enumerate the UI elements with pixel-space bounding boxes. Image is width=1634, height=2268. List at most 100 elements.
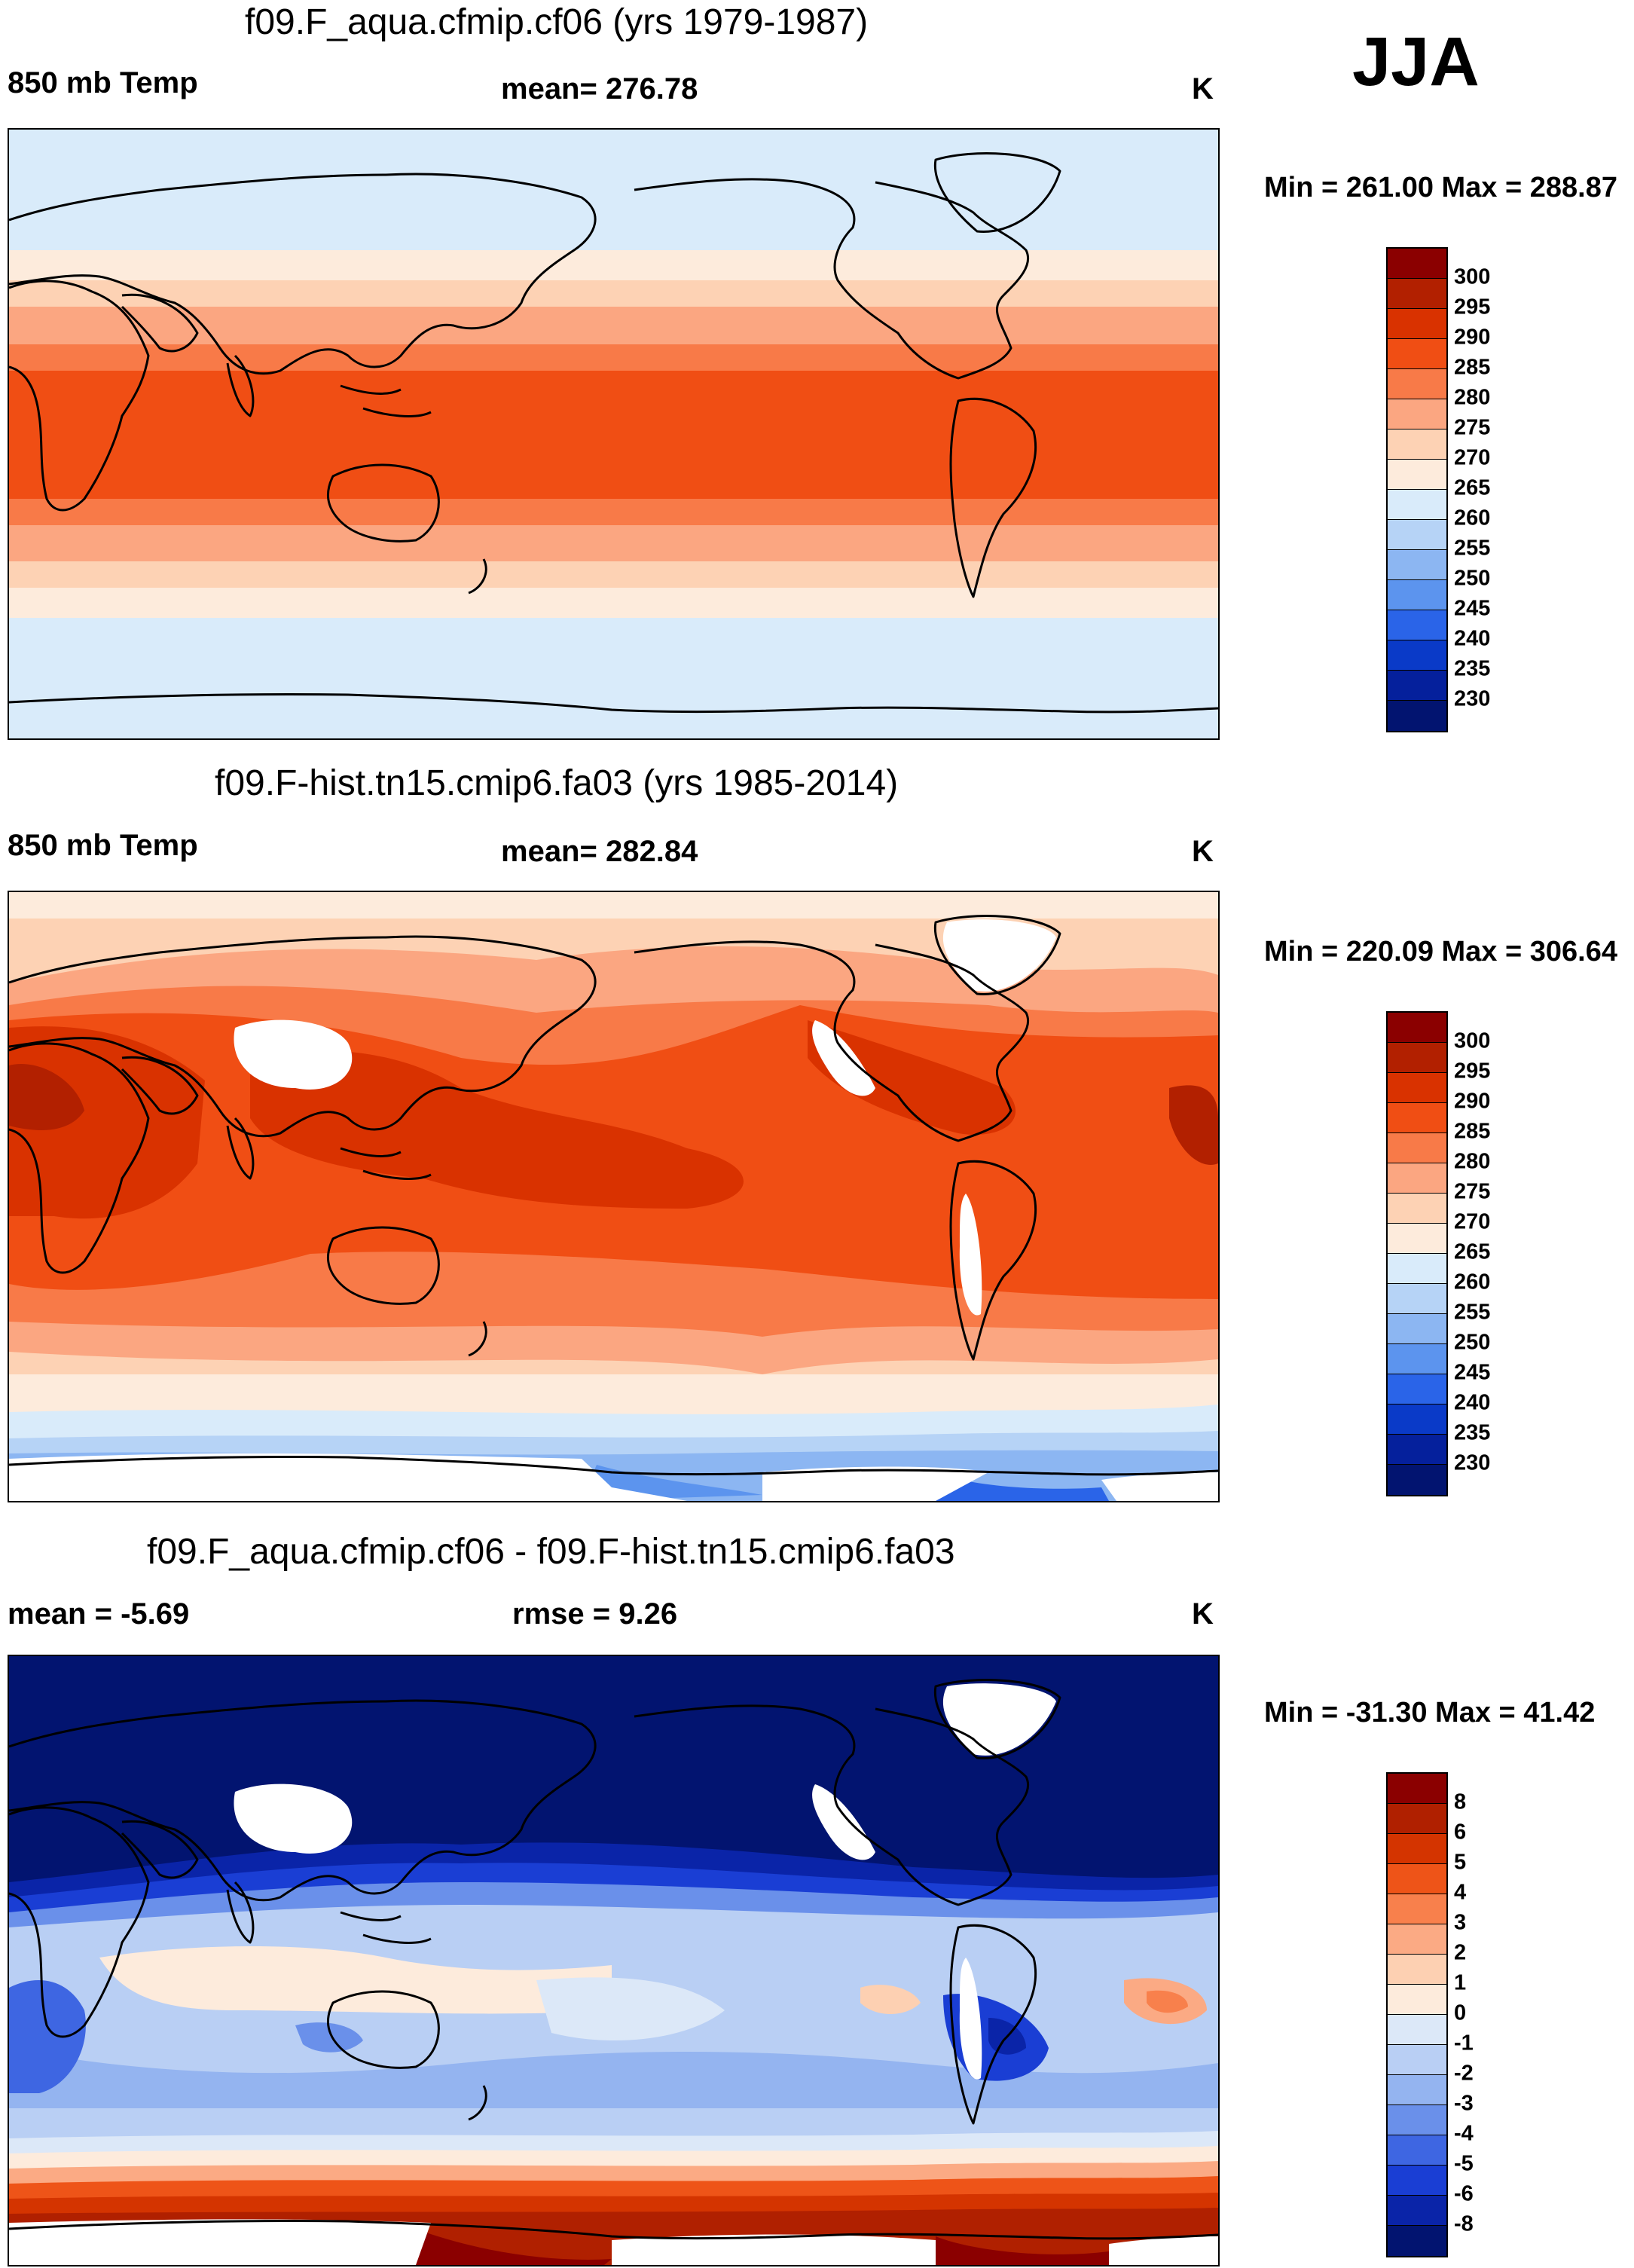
swatch [1388,1985,1446,2015]
swatch [1388,1864,1446,1894]
tick: 240 [1454,1390,1491,1415]
panel2-title: f09.F-hist.tn15.cmip6.fa03 (yrs 1985-201… [215,763,899,803]
tick: 0 [1454,2001,1467,2025]
swatch [1388,671,1446,701]
tick: 290 [1454,325,1491,350]
band-285 [9,371,1218,499]
tick: 300 [1454,264,1491,289]
swatch [1388,2166,1446,2196]
tick: 300 [1454,1029,1491,1053]
panel3-minmax: Min = -31.30 Max = 41.42 [1264,1697,1596,1729]
panel3-mean-label: mean = -5.69 [8,1597,190,1631]
tick: 295 [1454,1059,1491,1084]
season-label: JJA [1352,23,1480,100]
tick: 1 [1454,1970,1467,1995]
swatch [1388,1284,1446,1314]
tick: 245 [1454,596,1491,621]
panel2-minmax: Min = 220.09 Max = 306.64 [1264,936,1617,967]
swatch [1388,1314,1446,1344]
swatch [1388,339,1446,369]
panel1-map [8,128,1220,740]
andes-missing [959,1194,982,1316]
tick: 2 [1454,1940,1467,1965]
n-america-warm [808,1020,1016,1135]
tick: 250 [1454,566,1491,591]
swatch [1388,1224,1446,1254]
tick: 280 [1454,1149,1491,1174]
swatch [1388,2105,1446,2135]
panel1-mean-label: mean= 276.78 [501,72,698,105]
tick: -5 [1454,2151,1474,2176]
tick: 295 [1454,295,1491,319]
tick: 290 [1454,1089,1491,1114]
swatch [1388,1405,1446,1435]
swatch [1388,2226,1446,2256]
swatch [1388,2075,1446,2105]
panel1-colorbar [1386,247,1448,732]
west-pacific-warm [250,1050,744,1209]
swatch [1388,1435,1446,1465]
africa-south-cold [9,1980,86,2093]
swatch [1388,1133,1446,1163]
panel3-title: f09.F_aqua.cfmip.cf06 - f09.F-hist.tn15.… [147,1532,955,1572]
swatch [1388,2135,1446,2166]
tick: 255 [1454,1300,1491,1325]
tick: 230 [1454,686,1491,711]
tick: -1 [1454,2031,1474,2056]
tick: 260 [1454,506,1491,530]
swatch [1388,1013,1446,1043]
africa-warm [9,1026,205,1219]
swatch [1388,1774,1446,1804]
swatch [1388,490,1446,520]
swatch [1388,550,1446,580]
swatch [1388,1955,1446,1985]
panel1-units-label: K [1192,72,1214,105]
swatch [1388,580,1446,610]
swatch [1388,2045,1446,2075]
swatch [1388,1804,1446,1834]
panel1-left-label: 850 mb Temp [8,66,198,99]
tick: 235 [1454,1420,1491,1445]
tick: 260 [1454,1270,1491,1294]
tibet-missing [234,1019,353,1090]
swatch [1388,1834,1446,1864]
tick: 230 [1454,1450,1491,1475]
swatch [1388,460,1446,490]
panel3-rmse-label: rmse = 9.26 [512,1597,678,1631]
swatch [1388,1103,1446,1133]
tick: 6 [1454,1820,1467,1845]
panel2-map [8,891,1220,1502]
tick: 265 [1454,1239,1491,1264]
swatch [1388,610,1446,640]
swatch [1388,640,1446,671]
tick: 280 [1454,385,1491,410]
tick: 240 [1454,626,1491,651]
tick: 285 [1454,1119,1491,1144]
swatch [1388,279,1446,309]
tick: 250 [1454,1330,1491,1355]
swatch [1388,1894,1446,1924]
swatch [1388,1344,1446,1374]
swatch [1388,701,1446,731]
swatch [1388,2015,1446,2045]
swatch [1388,1924,1446,1955]
tick: -4 [1454,2121,1474,2146]
tick: 285 [1454,355,1491,380]
tick: 270 [1454,445,1491,470]
panel3-units-label: K [1192,1597,1214,1631]
panel1-map-svg [9,130,1218,738]
swatch [1388,520,1446,550]
swatch [1388,309,1446,339]
panel1-title: f09.F_aqua.cfmip.cf06 (yrs 1979-1987) [245,2,869,42]
tick: 5 [1454,1850,1467,1875]
swatch [1388,1163,1446,1194]
panel1-minmax: Min = 261.00 Max = 288.87 [1264,172,1617,203]
panel2-mean-label: mean= 282.84 [501,835,698,868]
panel2-units-label: K [1192,835,1214,868]
tick: 8 [1454,1790,1467,1814]
tick: 3 [1454,1910,1467,1935]
swatch [1388,1254,1446,1284]
swatch [1388,1073,1446,1103]
swatch [1388,369,1446,399]
tick: 4 [1454,1880,1467,1905]
